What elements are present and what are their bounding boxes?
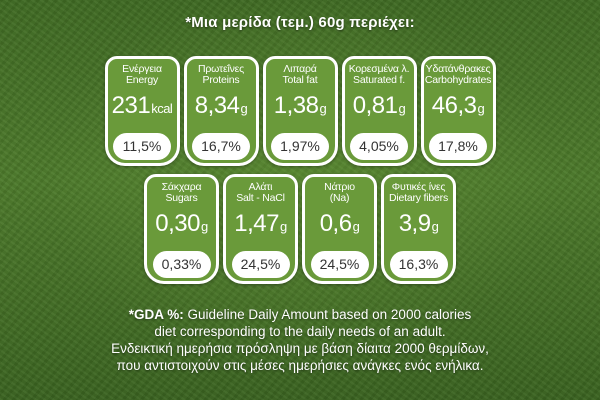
footnote-line-1: *GDA %: Guideline Daily Amount based on …: [0, 306, 600, 323]
nutrient-card-carbohydrates: Υδατάνθρακες Carbohydrates 46,3g 17,8%: [420, 56, 496, 166]
value-number: 1,38: [273, 92, 319, 119]
nutrient-label: Υδατάνθρακες Carbohydrates: [424, 64, 493, 86]
value-number: 8,34: [194, 92, 240, 119]
nutrient-card-dietary-fibers: Φυτικές ίνες Dietary fibers 3,9g 16,3%: [381, 174, 456, 284]
nutrient-card-energy: Ενέργεια Energy 231kcal 11,5%: [104, 56, 180, 166]
nutrient-value: 8,34g: [187, 94, 256, 121]
value-number: 46,3: [431, 92, 477, 119]
label-english: Saturated f.: [353, 74, 405, 86]
value-unit: g: [398, 101, 406, 116]
label-greek: Αλάτι: [248, 181, 273, 193]
label-greek: Πρωτεΐνες: [198, 63, 244, 75]
nutrient-value: 3,9g: [384, 212, 453, 239]
nutrient-label: Σάκχαρα Sugars: [147, 182, 216, 204]
gda-footnote: *GDA %: Guideline Daily Amount based on …: [0, 306, 600, 374]
value-number: 0,81: [352, 92, 398, 119]
value-unit: g: [352, 219, 360, 234]
nutrient-card-proteins: Πρωτεΐνες Proteins 8,34g 16,7%: [183, 56, 259, 166]
label-greek: Ενέργεια: [122, 63, 162, 75]
gda-percent-badge: 0,33%: [152, 251, 211, 278]
value-number: 231: [111, 92, 151, 119]
label-greek: Κορεσμένα λ.: [348, 63, 410, 75]
value-unit: g: [279, 219, 287, 234]
value-number: 3,9: [398, 210, 431, 237]
label-greek: Φυτικές ίνες: [391, 181, 446, 193]
label-greek: Νάτριο: [324, 181, 355, 193]
label-english: Total fat: [282, 74, 318, 86]
nutrient-label: Ενέργεια Energy: [108, 64, 177, 86]
gda-percent-badge: 16,7%: [192, 133, 250, 160]
label-english: Carbohydrates: [424, 74, 492, 86]
gda-label: *GDA %:: [128, 307, 184, 322]
value-unit: g: [477, 101, 485, 116]
nutrient-card-sugars: Σάκχαρα Sugars 0,30g 0,33%: [144, 174, 219, 284]
value-unit: g: [319, 101, 327, 116]
footnote-line-1-text: Guideline Daily Amount based on 2000 cal…: [187, 307, 472, 322]
nutrient-value: 46,3g: [424, 94, 493, 121]
label-english: Energy: [125, 74, 159, 86]
value-unit: g: [431, 219, 439, 234]
gda-percent-badge: 1,97%: [271, 133, 329, 160]
gda-percent-badge: 24,5%: [231, 251, 290, 278]
nutrient-label: Φυτικές ίνες Dietary fibers: [384, 182, 453, 204]
gda-percent-badge: 17,8%: [429, 133, 487, 160]
label-english: Dietary fibers: [388, 192, 449, 204]
label-greek: Σάκχαρα: [161, 181, 202, 193]
label-greek: Λιπαρά: [283, 63, 317, 75]
nutrient-label: Πρωτεΐνες Proteins: [187, 64, 256, 86]
value-unit: g: [240, 101, 248, 116]
nutrient-label: Λιπαρά Total fat: [266, 64, 335, 86]
label-english: Proteins: [202, 74, 240, 86]
footnote-line-2: diet corresponding to the daily needs of…: [154, 324, 446, 339]
nutrient-card-salt: Αλάτι Salt - NaCl 1,47g 24,5%: [223, 174, 298, 284]
nutrient-label: Αλάτι Salt - NaCl: [226, 182, 295, 204]
nutrient-card-saturated-fat: Κορεσμένα λ. Saturated f. 0,81g 4,05%: [341, 56, 417, 166]
value-unit: kcal: [151, 101, 173, 116]
value-number: 1,47: [234, 210, 279, 237]
label-english: Sugars: [165, 192, 198, 204]
nutrient-row-1: Ενέργεια Energy 231kcal 11,5% Πρωτεΐνες …: [0, 56, 600, 166]
nutrient-card-sodium: Νάτριο (Na) 0,6g 24,5%: [302, 174, 377, 284]
nutrient-value: 0,6g: [305, 212, 374, 239]
nutrient-label: Νάτριο (Na): [305, 182, 374, 204]
label-greek: Υδατάνθρακες: [425, 63, 491, 75]
nutrient-value: 1,47g: [226, 212, 295, 239]
footnote-line-4: που αντιστοιχούν στις μέσες ημερήσιες αν…: [116, 358, 484, 373]
nutrient-value: 0,81g: [345, 94, 414, 121]
gda-percent-badge: 11,5%: [113, 133, 171, 160]
nutrient-row-2: Σάκχαρα Sugars 0,30g 0,33% Αλάτι Salt - …: [0, 174, 600, 284]
nutrient-value: 1,38g: [266, 94, 335, 121]
value-number: 0,30: [155, 210, 200, 237]
nutrient-value: 231kcal: [108, 94, 177, 121]
serving-title: *Μια μερίδα (τεμ.) 60g περιέχει:: [185, 14, 415, 31]
gda-percent-badge: 16,3%: [389, 251, 448, 278]
label-english: Salt - NaCl: [236, 192, 285, 204]
footnote-line-3: Ενδεικτική ημερήσια πρόσληψη με βάση δία…: [111, 341, 489, 356]
value-unit: g: [200, 219, 208, 234]
nutrient-card-total-fat: Λιπαρά Total fat 1,38g 1,97%: [262, 56, 338, 166]
label-english: (Na): [329, 192, 350, 204]
gda-percent-badge: 24,5%: [310, 251, 369, 278]
value-number: 0,6: [319, 210, 352, 237]
gda-percent-badge: 4,05%: [350, 133, 408, 160]
nutrient-value: 0,30g: [147, 212, 216, 239]
nutrient-label: Κορεσμένα λ. Saturated f.: [345, 64, 414, 86]
